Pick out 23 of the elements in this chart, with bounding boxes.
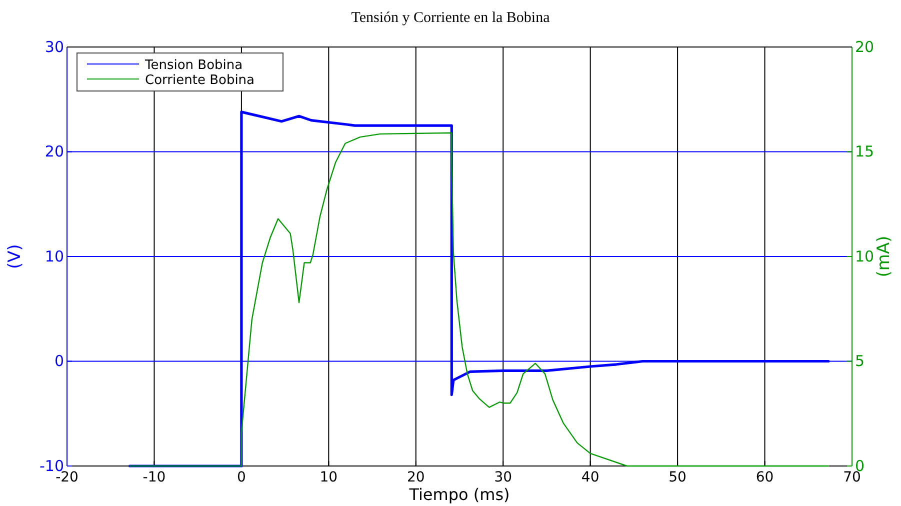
y-tick-label: 0 (54, 352, 64, 370)
y2-axis-title: (mA) (874, 236, 894, 278)
y2-tick-label: 5 (855, 352, 865, 370)
x-tick-label: 20 (406, 470, 425, 486)
y-tick-label: 30 (44, 38, 64, 56)
y-tick-label: 10 (44, 247, 64, 266)
x-tick-label: 10 (320, 470, 338, 486)
legend-label: Corriente Bobina (145, 73, 255, 88)
x-tick-label: 0 (236, 470, 246, 486)
legend-label: Tension Bobina (144, 58, 243, 73)
x-tick-label: 30 (494, 470, 512, 486)
x-axis-title: Tiempo (ms) (408, 485, 510, 504)
x-tick-label: 40 (581, 470, 600, 486)
x-tick-label: -10 (142, 470, 166, 486)
x-tick-label: -20 (56, 470, 78, 486)
y2-tick-label: 20 (855, 38, 874, 56)
chart-title: Tensión y Corriente en la Bobina (351, 10, 550, 26)
x-tick-label: 50 (668, 470, 686, 486)
x-tick-label: 60 (756, 470, 774, 486)
y2-tick-label: 15 (855, 142, 874, 161)
y-tick-label: 20 (44, 142, 64, 161)
y2-tick-label: 10 (855, 247, 874, 266)
y-axis-title: (V) (5, 244, 25, 269)
